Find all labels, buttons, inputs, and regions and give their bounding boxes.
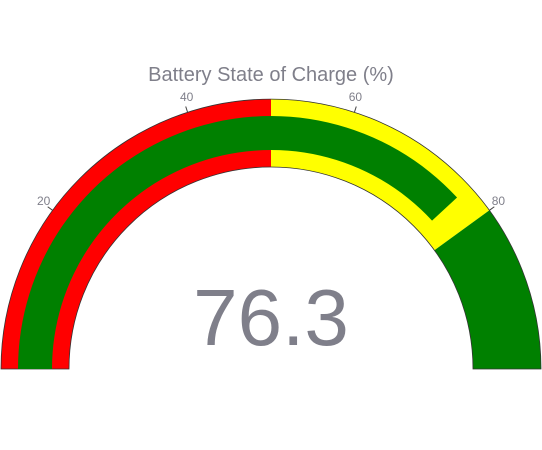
tick-label-80: 80 xyxy=(492,194,506,208)
gauge-step-3 xyxy=(434,210,541,369)
gauge-border xyxy=(0,98,542,370)
gauge-step-1 xyxy=(1,99,271,369)
tick-mark-40 xyxy=(185,106,189,113)
tick-label-60: 60 xyxy=(349,90,363,104)
gauge-outline xyxy=(0,98,542,370)
gauge-value-text: 76.3 xyxy=(193,273,349,362)
gauge-value-bar xyxy=(18,115,458,369)
tick-label-20: 20 xyxy=(37,194,51,208)
gauge-ticks: 20 40 60 80 xyxy=(37,90,506,211)
tick-mark-60 xyxy=(353,106,357,113)
tick-mark-20 xyxy=(47,206,53,211)
tick-mark-80 xyxy=(489,206,495,211)
gauge-value-bar-group xyxy=(18,115,458,369)
tick-label-40: 40 xyxy=(180,90,194,104)
gauge-title: Battery State of Charge (%) xyxy=(148,64,394,86)
